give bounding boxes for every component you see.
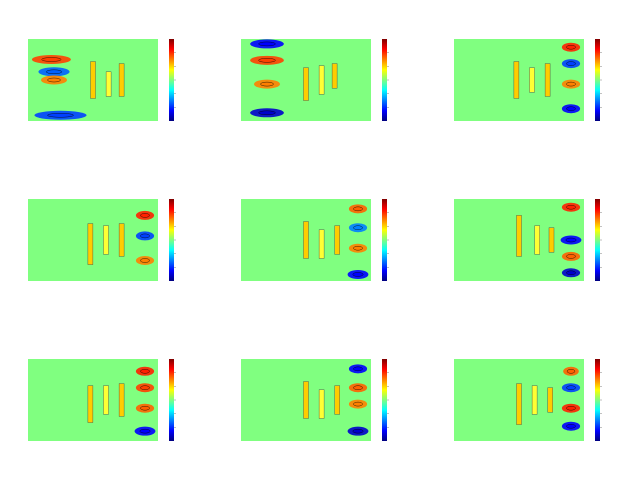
colorbar (595, 39, 600, 121)
heatmap-band-core-4 (566, 106, 576, 111)
heatmap-bar-6 (105, 71, 112, 97)
colorbar (382, 359, 387, 441)
heatmap-bar-5 (513, 61, 520, 99)
heatmap-bar-5 (516, 215, 522, 257)
heatmap-band-core-3 (260, 81, 274, 87)
heatmap-band-core-1 (41, 57, 62, 62)
heatmap-band-core-1 (566, 204, 576, 210)
heatmap-bar-7 (118, 383, 125, 417)
heatmap-band-core-2 (565, 237, 577, 243)
heatmap-bar-5 (90, 61, 96, 99)
heatmap-band-core-4 (566, 270, 576, 276)
heatmap-bar-5 (87, 385, 94, 423)
heatmap-bar-5 (103, 225, 109, 255)
heatmap-bar-6 (531, 385, 538, 415)
heatmap-panel-9 (454, 359, 604, 441)
heatmap-band-core-1 (140, 369, 150, 374)
heatmap-bar-7 (118, 63, 125, 97)
heatmap-band-core-1 (566, 369, 576, 374)
heatmap-band-core-2 (566, 61, 576, 66)
heatmap-band-core-3 (140, 406, 150, 411)
heatmap-band-core-1 (353, 366, 363, 372)
heatmap-band-core-4 (139, 428, 151, 434)
heatmap-bar-5 (303, 381, 309, 419)
heatmap-panel-3 (454, 39, 604, 121)
colorbar (169, 39, 174, 121)
heatmap-bar-6 (529, 67, 535, 93)
heatmap-panel-1 (28, 39, 178, 121)
heatmap-bar-7 (334, 385, 340, 415)
heatmap-svg (454, 359, 602, 441)
heatmap-svg (241, 359, 389, 441)
heatmap-band-core-2 (46, 69, 63, 74)
heatmap-svg (241, 39, 389, 121)
heatmap-band-core-2 (258, 58, 276, 63)
heatmap-band-core-2 (353, 385, 363, 390)
heatmap-band-core-1 (258, 41, 276, 47)
heatmap-bar-6 (318, 65, 325, 95)
heatmap-band-core-3 (566, 406, 576, 411)
colorbar (169, 199, 174, 281)
heatmap-svg (454, 39, 602, 121)
heatmap-svg (28, 359, 176, 441)
heatmap-panel-4 (28, 199, 178, 281)
heatmap-bar-7 (547, 387, 553, 413)
heatmap-panel-7 (28, 359, 178, 441)
heatmap-band-core-4 (352, 428, 364, 434)
heatmap-bar-7 (331, 63, 338, 89)
heatmap-panel-6 (454, 199, 604, 281)
heatmap-bar-5 (516, 383, 522, 425)
heatmap-svg (28, 39, 176, 121)
colorbar (382, 199, 387, 281)
heatmap-svg (28, 199, 176, 281)
heatmap-band-core-3 (353, 401, 363, 407)
colorbar (382, 39, 387, 121)
heatmap-band-core-3 (566, 81, 576, 87)
colorbar (169, 359, 174, 441)
heatmap-band-core-4 (352, 272, 364, 277)
colorbar (595, 199, 600, 281)
heatmap-band-core-1 (140, 213, 150, 218)
heatmap-band-core-4 (47, 113, 74, 118)
heatmap-band-core-2 (353, 225, 363, 230)
heatmap-band-core-1 (566, 44, 576, 50)
heatmap-svg (241, 199, 389, 281)
heatmap-bar-4 (87, 223, 94, 265)
heatmap-band-core-4 (258, 110, 276, 116)
heatmap-bar-6 (318, 229, 325, 259)
heatmap-bar-7 (544, 63, 551, 97)
heatmap-band-core-2 (566, 385, 576, 390)
heatmap-bar-7 (334, 225, 340, 255)
heatmap-bar-5 (303, 221, 309, 259)
heatmap-band-core-2 (140, 385, 150, 390)
heatmap-bar-6 (103, 385, 109, 415)
heatmap-panel-5 (241, 199, 391, 281)
heatmap-panel-2 (241, 39, 391, 121)
heatmap-panel-8 (241, 359, 391, 441)
heatmap-band-core-4 (566, 424, 576, 429)
heatmap-bar-7 (548, 227, 555, 253)
colorbar (595, 359, 600, 441)
heatmap-svg (454, 199, 602, 281)
heatmap-bar-6 (534, 225, 540, 255)
heatmap-bar-6 (118, 223, 125, 257)
heatmap-band-core-2 (140, 233, 150, 239)
heatmap-band-core-3 (353, 246, 363, 251)
heatmap-bar-5 (303, 67, 309, 101)
heatmap-bar-6 (318, 389, 325, 419)
heatmap-band-core-3 (140, 258, 150, 263)
heatmap-band-core-3 (47, 77, 61, 83)
heatmap-band-core-1 (353, 206, 363, 212)
heatmap-band-core-3 (566, 254, 576, 259)
